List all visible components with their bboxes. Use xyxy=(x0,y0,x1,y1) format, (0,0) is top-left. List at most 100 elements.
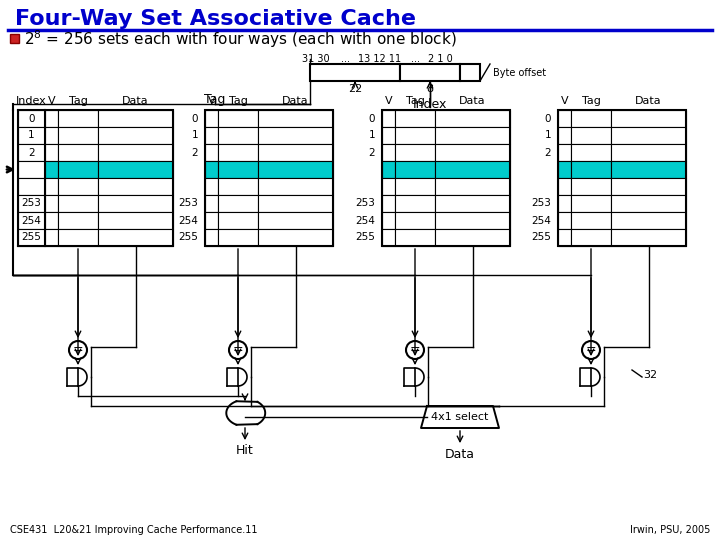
Bar xyxy=(258,212,333,229)
Text: 0: 0 xyxy=(369,113,375,124)
Text: Data: Data xyxy=(122,96,149,106)
Text: 254: 254 xyxy=(22,215,42,226)
Text: Byte offset: Byte offset xyxy=(493,68,546,78)
Text: =: = xyxy=(73,343,84,356)
Polygon shape xyxy=(67,368,78,386)
Polygon shape xyxy=(238,368,247,386)
Bar xyxy=(571,195,611,212)
Bar xyxy=(205,229,218,246)
Bar xyxy=(558,161,571,178)
Bar xyxy=(571,144,611,161)
Bar xyxy=(310,64,400,81)
Bar xyxy=(18,195,45,212)
Text: 255: 255 xyxy=(531,233,551,242)
Text: Hit: Hit xyxy=(236,443,254,456)
Bar xyxy=(10,34,19,43)
Bar xyxy=(98,127,173,144)
Bar xyxy=(205,161,218,178)
Text: Index: Index xyxy=(413,98,447,111)
Bar xyxy=(258,195,333,212)
Bar xyxy=(45,229,58,246)
Bar xyxy=(558,195,571,212)
Text: 2: 2 xyxy=(369,147,375,158)
Text: 13 12 11: 13 12 11 xyxy=(359,54,402,64)
Text: Tag: Tag xyxy=(405,96,424,106)
Bar xyxy=(435,212,510,229)
Text: 31 30: 31 30 xyxy=(302,54,330,64)
Bar xyxy=(258,144,333,161)
Text: 2: 2 xyxy=(192,147,198,158)
Bar xyxy=(18,110,45,127)
Bar xyxy=(205,127,218,144)
Bar xyxy=(435,127,510,144)
Bar xyxy=(382,229,395,246)
Polygon shape xyxy=(78,368,87,386)
Bar xyxy=(45,195,58,212)
Text: 255: 255 xyxy=(178,233,198,242)
Text: 2$^8$ = 256 sets each with four ways (each with one block): 2$^8$ = 256 sets each with four ways (ea… xyxy=(24,28,456,50)
Bar xyxy=(218,178,258,195)
Text: Data: Data xyxy=(459,96,486,106)
Bar xyxy=(98,229,173,246)
Bar xyxy=(611,144,686,161)
Text: 8: 8 xyxy=(426,84,433,94)
Bar xyxy=(45,161,58,178)
Bar xyxy=(258,229,333,246)
Bar xyxy=(98,144,173,161)
Bar xyxy=(571,178,611,195)
Text: 2 1 0: 2 1 0 xyxy=(428,54,452,64)
Bar xyxy=(258,127,333,144)
Bar xyxy=(382,144,395,161)
Bar xyxy=(218,161,258,178)
Bar xyxy=(382,110,395,127)
Polygon shape xyxy=(415,368,424,386)
Text: 1: 1 xyxy=(369,131,375,140)
Bar xyxy=(395,110,435,127)
Bar xyxy=(18,127,45,144)
Bar xyxy=(205,212,218,229)
Circle shape xyxy=(229,341,247,359)
Text: Data: Data xyxy=(635,96,662,106)
Text: 0: 0 xyxy=(192,113,198,124)
Text: 1: 1 xyxy=(28,131,35,140)
Bar xyxy=(395,178,435,195)
Bar xyxy=(98,212,173,229)
Text: 253: 253 xyxy=(178,199,198,208)
Bar xyxy=(435,229,510,246)
Text: Index: Index xyxy=(16,96,47,106)
Bar xyxy=(611,229,686,246)
Bar xyxy=(18,212,45,229)
Text: 2: 2 xyxy=(28,147,35,158)
Bar xyxy=(558,127,571,144)
Bar xyxy=(205,110,333,246)
Bar xyxy=(611,110,686,127)
Text: 22: 22 xyxy=(348,84,362,94)
Text: Data: Data xyxy=(282,96,309,106)
Text: ...: ... xyxy=(341,54,349,64)
Bar xyxy=(435,110,510,127)
Bar xyxy=(45,212,58,229)
Text: 1: 1 xyxy=(544,131,551,140)
Bar xyxy=(18,144,45,161)
Text: V: V xyxy=(384,96,392,106)
Bar xyxy=(98,161,173,178)
Text: =: = xyxy=(410,343,420,356)
Polygon shape xyxy=(580,368,591,386)
Text: 253: 253 xyxy=(355,199,375,208)
Text: 0: 0 xyxy=(28,113,35,124)
Text: Tag: Tag xyxy=(228,96,248,106)
Text: 254: 254 xyxy=(531,215,551,226)
Bar xyxy=(382,110,510,246)
Bar xyxy=(218,110,258,127)
Bar xyxy=(45,127,58,144)
Bar xyxy=(18,161,45,178)
Polygon shape xyxy=(591,368,600,386)
Text: Data: Data xyxy=(445,448,475,461)
Bar xyxy=(571,161,611,178)
Bar xyxy=(205,144,218,161)
Bar xyxy=(400,64,460,81)
Polygon shape xyxy=(421,406,499,428)
Bar xyxy=(58,229,98,246)
Bar xyxy=(571,212,611,229)
Bar xyxy=(98,178,173,195)
